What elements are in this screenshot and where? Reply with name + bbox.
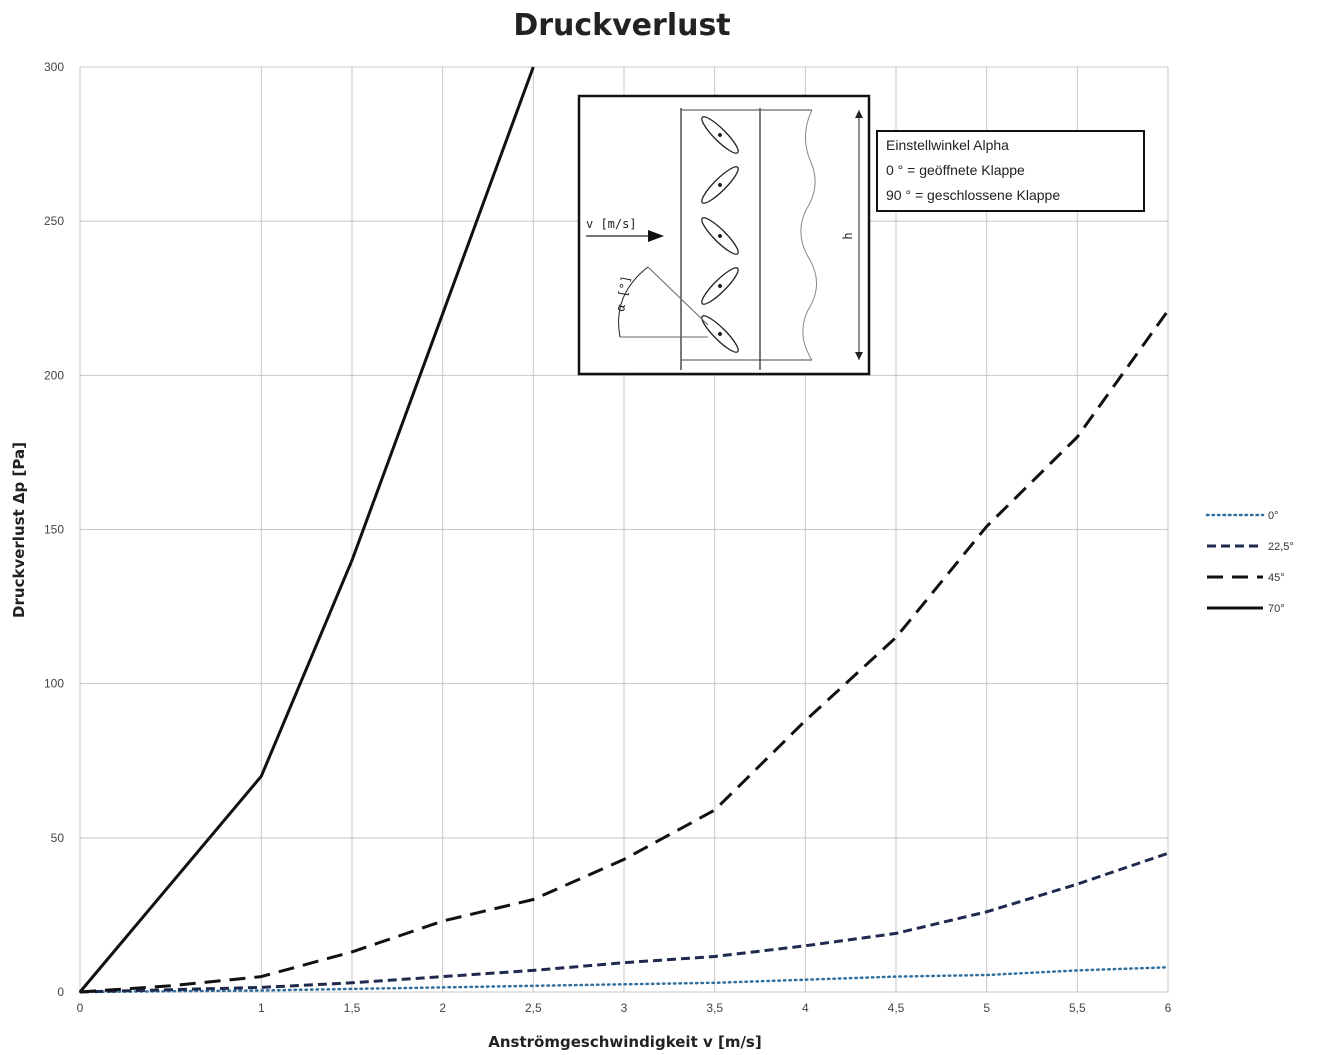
x-tick-label: 6 [1165, 1001, 1172, 1015]
x-axis-ticks: 0 1 1,5 2 2,5 3 3,5 4 4,5 5 5,5 6 [77, 1001, 1172, 1015]
series-line [79, 309, 1170, 994]
inset-angle-label: α [°] [613, 275, 633, 313]
note-line-2: 0 ° = geöffnete Klappe [886, 162, 1025, 178]
blade-icon [701, 166, 739, 204]
y-axis-ticks: 0 50 100 150 200 250 300 [44, 60, 64, 999]
y-tick-label: 0 [57, 985, 64, 999]
series-line [78, 66, 535, 993]
x-tick-label: 0 [77, 1001, 84, 1015]
legend-label: 70° [1268, 603, 1285, 615]
x-tick-label: 4,5 [888, 1001, 905, 1015]
y-tick-label: 50 [51, 831, 65, 845]
y-tick-label: 200 [44, 368, 64, 382]
note-line-3: 90 ° = geschlossene Klappe [886, 187, 1060, 203]
chart-title: Druckverlust [513, 8, 730, 43]
note-line-1: Einstellwinkel Alpha [886, 137, 1009, 153]
note-frame [876, 130, 1145, 212]
inset-height-label: h [841, 232, 855, 239]
dimension-arrow-down-icon [855, 352, 863, 360]
angle-note-box: Einstellwinkel Alpha 0 ° = geöffnete Kla… [876, 130, 1145, 212]
angle-ray-line [647, 266, 709, 326]
y-tick-label: 100 [44, 677, 64, 691]
y-axis-label: Druckverlust Δp [Pa] [10, 442, 28, 618]
inset-break-line [800, 109, 817, 361]
blade-icon [701, 315, 739, 353]
x-tick-label: 5 [983, 1001, 990, 1015]
dimension-arrow-up-icon [855, 110, 863, 118]
x-tick-label: 4 [802, 1001, 809, 1015]
x-tick-label: 2,5 [525, 1001, 542, 1015]
x-tick-label: 3 [621, 1001, 628, 1015]
series-line [78, 966, 1170, 994]
x-tick-label: 5,5 [1069, 1001, 1086, 1015]
inset-frame [577, 94, 871, 376]
y-tick-label: 150 [44, 523, 64, 537]
blade-icon [701, 267, 739, 305]
flow-arrow-icon [648, 230, 664, 242]
y-tick-label: 250 [44, 214, 64, 228]
series-lines [78, 66, 1170, 994]
series-line [79, 851, 1169, 994]
y-tick-label: 300 [44, 60, 64, 74]
legend: 0° 22,5° 45° 70° [1205, 510, 1294, 615]
legend-label: 45° [1268, 572, 1285, 584]
angle-arc [618, 266, 649, 338]
x-tick-label: 1 [258, 1001, 265, 1015]
x-tick-label: 1,5 [344, 1001, 361, 1015]
x-tick-label: 3,5 [706, 1001, 723, 1015]
blade-icon [701, 217, 739, 255]
x-axis-label: Anströmgeschwindigkeit v [m/s] [488, 1033, 761, 1051]
plot-area-frame [79, 66, 1169, 993]
legend-label: 22,5° [1268, 541, 1294, 553]
damper-schematic-inset: v [m/s] α [°] h [577, 94, 871, 376]
legend-label: 0° [1268, 510, 1279, 522]
inset-flow-label: v [m/s] [586, 217, 637, 231]
x-tick-label: 2 [439, 1001, 446, 1015]
